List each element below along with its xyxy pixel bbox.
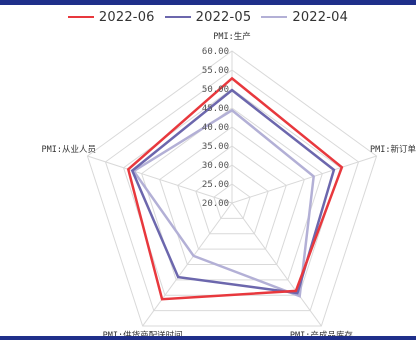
grid-ring-35 <box>177 145 287 250</box>
legend-swatch-2022-05 <box>164 16 191 18</box>
axis-label-4: PMI:从业人员 <box>42 144 96 155</box>
top-border-bar <box>0 0 416 5</box>
legend: 2022-06 2022-05 2022-04 <box>0 7 416 27</box>
axis-label-2: PMI:产成品库存 <box>290 330 353 340</box>
radar-series <box>126 76 344 301</box>
grid-ring-60 <box>86 50 378 327</box>
tick-label-45: 45.00 <box>202 104 229 114</box>
legend-item-2022-06: 2022-06 <box>67 9 155 25</box>
legend-label-2022-06: 2022-06 <box>98 9 155 25</box>
legend-item-2022-04: 2022-04 <box>261 10 348 25</box>
legend-item-2022-05: 2022-05 <box>164 9 252 25</box>
spoke-3 <box>142 202 233 327</box>
series-line-2022-05 <box>130 88 336 295</box>
tick-label-25: 25.00 <box>202 180 229 190</box>
legend-label-2022-05: 2022-05 <box>195 9 252 25</box>
spoke-2 <box>231 202 322 327</box>
grid-ring-25 <box>213 183 251 219</box>
axis-label-1: PMI:新订单 <box>370 144 416 155</box>
spoke-1 <box>231 155 377 204</box>
grid-ring-30 <box>195 164 269 235</box>
tick-label-20: 20.00 <box>202 199 229 209</box>
axis-label-0: PMI:生产 <box>213 31 250 42</box>
grid-ring-45 <box>141 107 323 281</box>
bottom-border-bar <box>0 336 416 340</box>
radar-spokes <box>87 51 377 327</box>
tick-label-60: 60.00 <box>202 47 229 57</box>
axis-label-3: PMI:供货商配送时间 <box>103 330 183 340</box>
series-line-2022-04 <box>131 108 315 298</box>
tick-label-35: 35.00 <box>202 142 229 152</box>
grid-ring-40 <box>159 126 305 265</box>
legend-label-2022-04: 2022-04 <box>292 9 349 25</box>
legend-swatch-2022-06 <box>67 16 94 18</box>
tick-label-40: 40.00 <box>202 123 229 133</box>
series-line-2022-06 <box>126 76 344 301</box>
grid-ring-55 <box>104 69 360 312</box>
spoke-4 <box>87 155 233 204</box>
tick-label-50: 50.00 <box>202 85 229 95</box>
tick-label-30: 30.00 <box>202 161 229 171</box>
radar-axis-labels: PMI:生产 PMI:新订单 PMI:产成品库存 PMI:供货商配送时间 PMI:从业人… <box>42 31 416 340</box>
tick-label-55: 55.00 <box>202 66 229 76</box>
legend-swatch-2022-04 <box>261 16 288 18</box>
radar-tick-labels: 20.00 25.00 30.00 35.00 40.00 45.00 50.00 55.00… <box>202 47 229 209</box>
